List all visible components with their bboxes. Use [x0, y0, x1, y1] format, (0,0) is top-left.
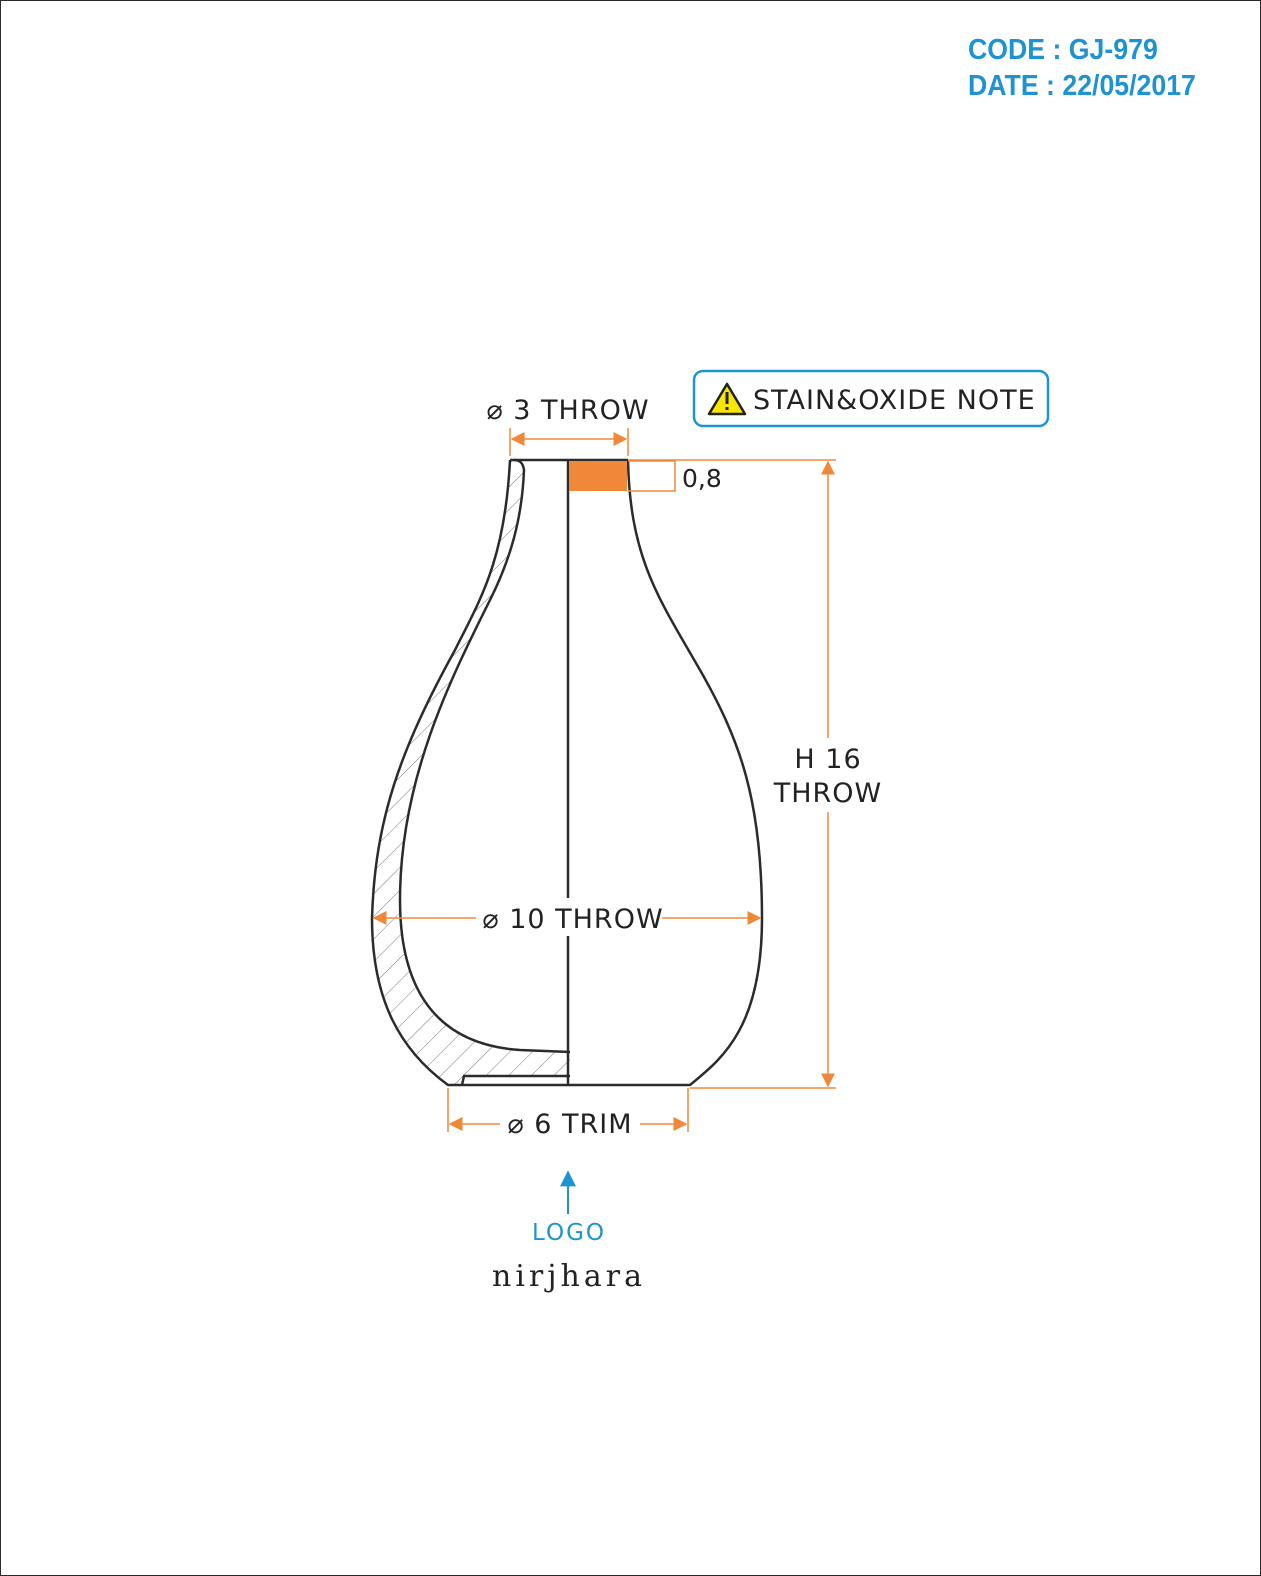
rim-thickness-leader: [628, 460, 676, 492]
vase-inner-profile: [398, 458, 571, 1054]
base-diameter-label: ⌀ 6 TRIM: [507, 1109, 632, 1140]
logo-label: LOGO: [532, 1220, 606, 1246]
stain-oxide-note-label: STAIN&OXIDE NOTE: [753, 385, 1036, 416]
rim-thickness-label: 0,8: [682, 464, 722, 493]
height-label-line1: H 16: [794, 744, 861, 775]
wall-section-hatch: [372, 460, 570, 1085]
top-diameter-label: ⌀ 3 THROW: [486, 395, 649, 426]
brand-logo: nirjhara: [492, 1259, 646, 1294]
body-diameter-label-bg: [478, 898, 660, 936]
vase-outer-profile: [370, 459, 764, 1087]
drawing-date: DATE : 22/05/2017: [968, 70, 1196, 102]
foot-ring: [460, 1074, 570, 1086]
rim-stain-band: [569, 461, 627, 491]
height-label-line2: THROW: [773, 778, 883, 809]
product-code: CODE : GJ-979: [968, 34, 1158, 66]
warning-icon: [707, 382, 747, 416]
stain-oxide-note[interactable]: STAIN&OXIDE NOTE: [692, 369, 1050, 428]
body-diameter-label: ⌀ 10 THROW: [482, 904, 663, 935]
